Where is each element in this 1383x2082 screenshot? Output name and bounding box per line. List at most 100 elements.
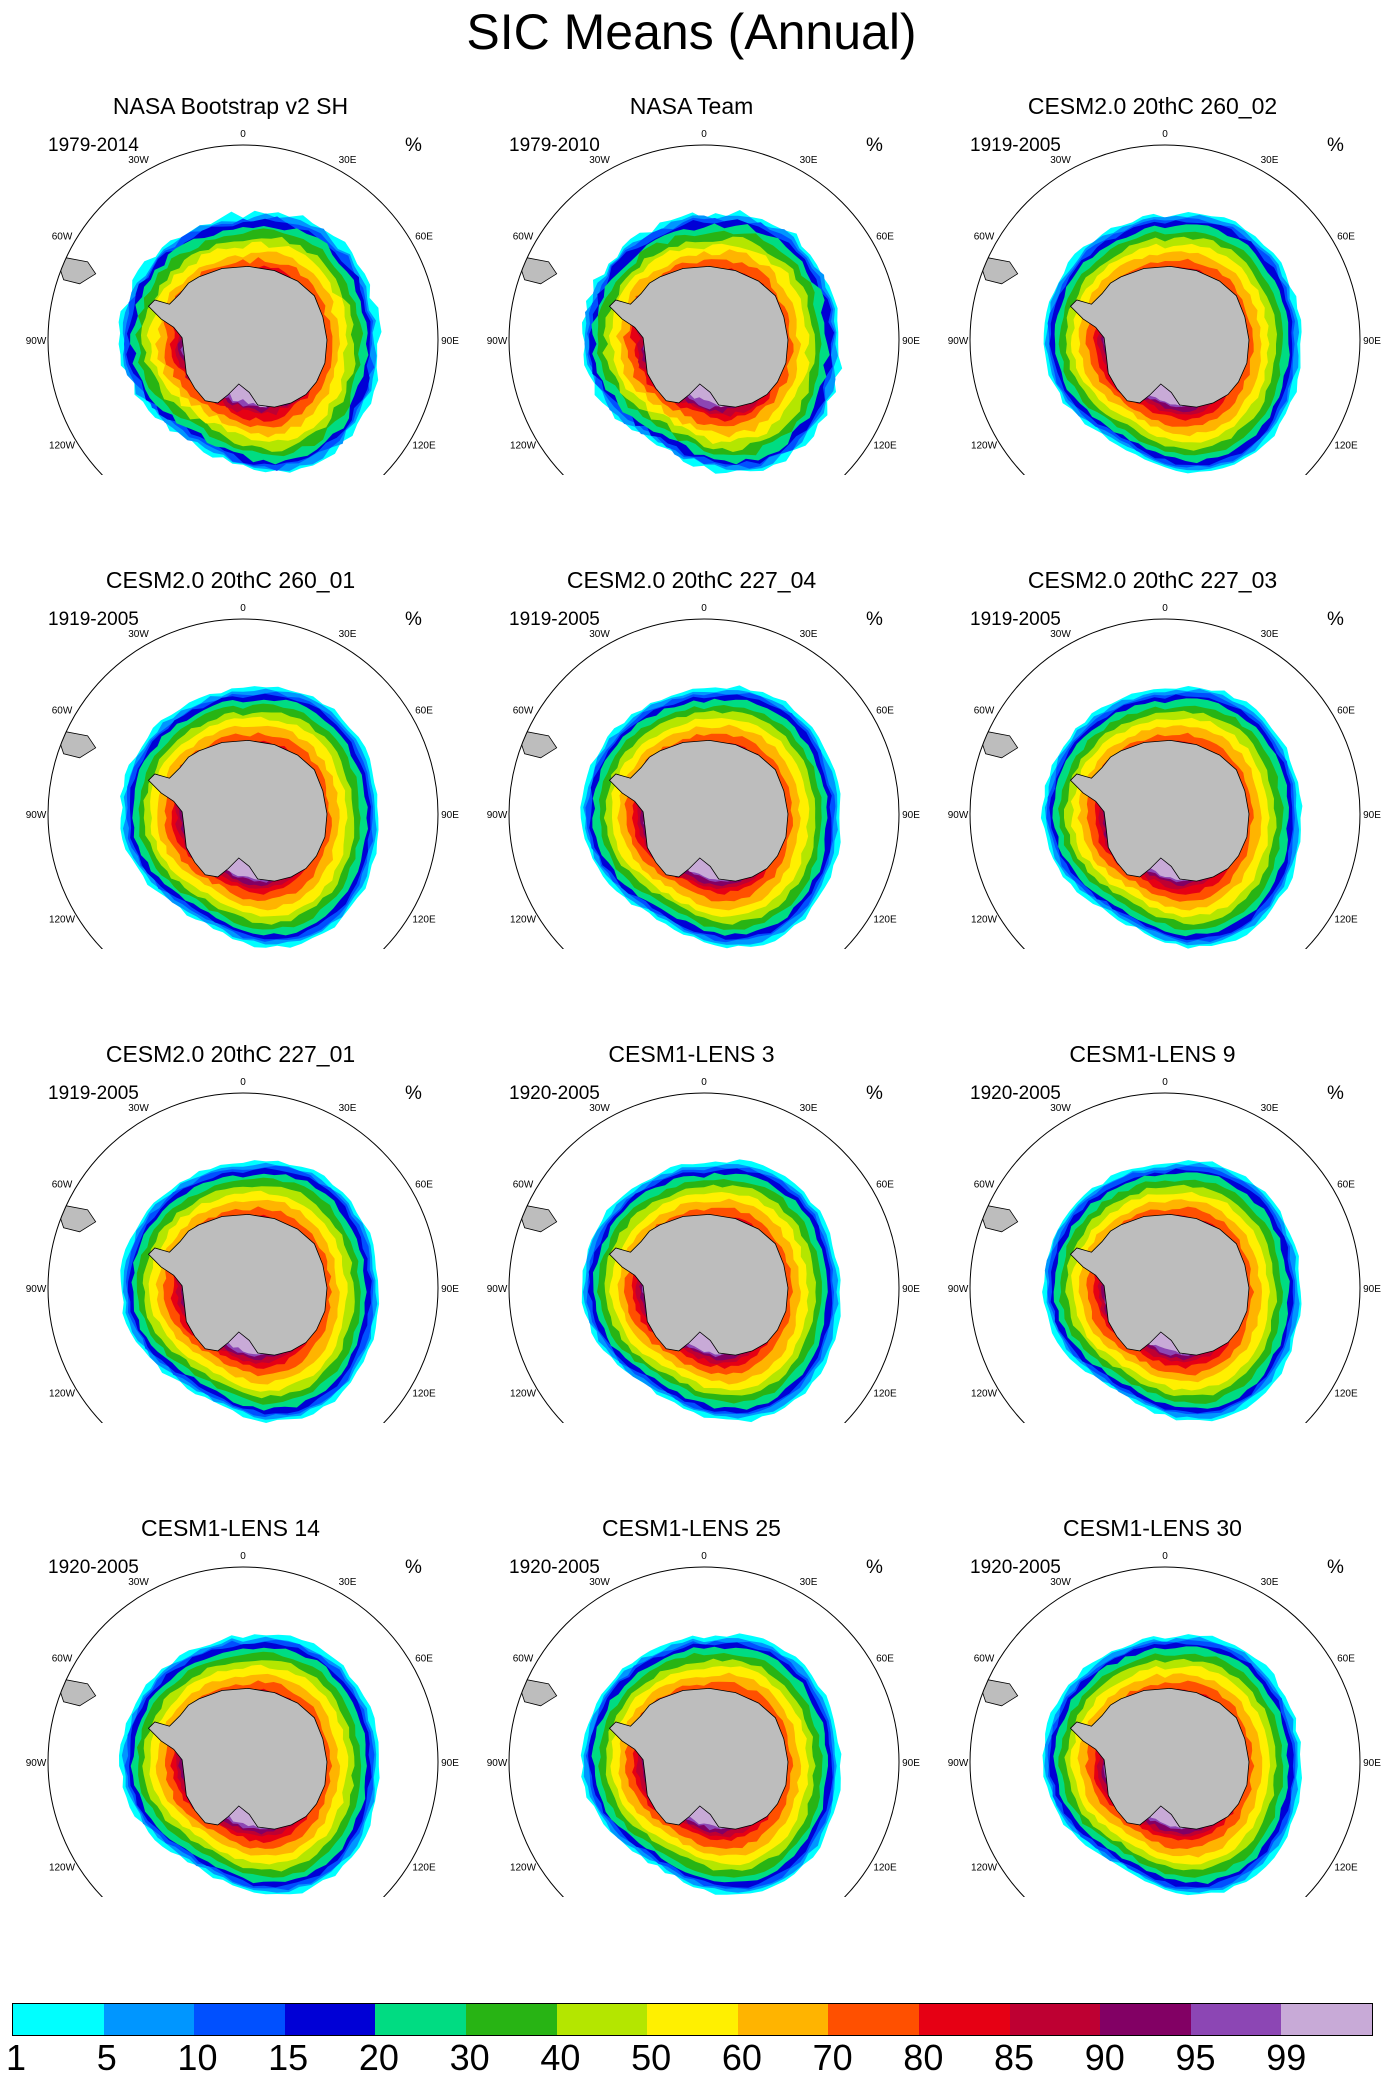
longitude-label: 90W bbox=[26, 810, 47, 821]
south-america-landmass bbox=[977, 255, 1019, 285]
panel-title: CESM2.0 20thC 227_04 bbox=[566, 567, 817, 593]
longitude-label: 30E bbox=[339, 629, 357, 640]
longitude-label: 90E bbox=[1363, 1758, 1381, 1769]
longitude-label: 30E bbox=[1261, 1103, 1279, 1114]
longitude-label: 30E bbox=[800, 1103, 818, 1114]
colorbar bbox=[12, 2003, 1373, 2036]
longitude-label: 0 bbox=[240, 603, 246, 614]
longitude-label: 60W bbox=[52, 232, 73, 243]
longitude-label: 90W bbox=[948, 336, 969, 347]
sea-ice-field bbox=[977, 686, 1303, 949]
panel-period: 1920-2005 bbox=[970, 1557, 1061, 1578]
colorbar-swatch bbox=[1100, 2004, 1191, 2035]
longitude-label: 60E bbox=[876, 232, 894, 243]
map-boundary bbox=[47, 1092, 439, 1423]
colorbar-labels: 1 5 10 15 20 30 40 50 60 70 80 85 90 95 99 bbox=[0, 2038, 1383, 2082]
panel-title: CESM2.0 20thC 227_01 bbox=[105, 1041, 356, 1067]
colorbar-level-label: 15 bbox=[268, 2037, 309, 2078]
longitude-label: 30W bbox=[589, 1577, 610, 1588]
longitude-label: 30W bbox=[589, 1103, 610, 1114]
longitude-label: 120W bbox=[49, 441, 76, 452]
longitude-label: 30E bbox=[339, 1577, 357, 1588]
south-america-landmass bbox=[977, 729, 1019, 759]
map-panel: CESM1-LENS 251920-2005%030E60E90E120E150… bbox=[461, 1422, 922, 1897]
sea-ice-field bbox=[55, 686, 379, 948]
longitude-label: 120W bbox=[971, 1389, 998, 1400]
colorbar-swatch bbox=[918, 2004, 1010, 2035]
map-boundary bbox=[508, 1566, 900, 1897]
antarctica-landmass bbox=[608, 1687, 789, 1830]
longitude-label: 120E bbox=[873, 915, 897, 926]
colorbar-swatch bbox=[1190, 2004, 1282, 2035]
antarctica-landmass bbox=[1069, 265, 1250, 408]
map-panel: CESM1-LENS 301920-2005%030E60E90E120E150… bbox=[922, 1422, 1383, 1897]
map-boundary bbox=[47, 618, 439, 949]
sea-ice-field bbox=[55, 1160, 380, 1423]
longitude-label: 60W bbox=[513, 1654, 534, 1665]
polar-map: 030E60E90E120E150E180150W120W90W60W30W bbox=[26, 603, 459, 949]
south-america-landmass bbox=[516, 729, 558, 759]
map-panel: NASA Team1979-2010%030E60E90E120E150E180… bbox=[461, 0, 922, 475]
colorbar-level-label: 20 bbox=[358, 2037, 399, 2078]
panel-title: CESM1-LENS 14 bbox=[141, 1515, 320, 1541]
longitude-label: 60E bbox=[1337, 1180, 1355, 1191]
longitude-label: 90W bbox=[487, 810, 508, 821]
longitude-label: 120W bbox=[971, 915, 998, 926]
panel-unit: % bbox=[866, 135, 883, 156]
longitude-label: 60E bbox=[876, 1654, 894, 1665]
antarctica-landmass bbox=[608, 1213, 789, 1356]
longitude-label: 120E bbox=[1334, 441, 1358, 452]
south-america-landmass bbox=[516, 255, 558, 285]
panel-period: 1920-2005 bbox=[48, 1557, 139, 1578]
longitude-label: 0 bbox=[701, 129, 707, 140]
panel-title: CESM1-LENS 3 bbox=[608, 1041, 775, 1067]
longitude-label: 120E bbox=[1334, 1863, 1358, 1874]
longitude-label: 30W bbox=[1050, 629, 1071, 640]
longitude-label: 30W bbox=[1050, 1103, 1071, 1114]
longitude-label: 60W bbox=[513, 1180, 534, 1191]
longitude-label: 60W bbox=[52, 1654, 73, 1665]
panel-unit: % bbox=[405, 1557, 422, 1578]
polar-map: 030E60E90E120E150E180150W120W90W60W30W bbox=[948, 1551, 1381, 1897]
panel-unit: % bbox=[405, 609, 422, 630]
longitude-label: 0 bbox=[701, 1551, 707, 1562]
panel-period: 1919-2005 bbox=[48, 609, 139, 630]
colorbar-level-label: 50 bbox=[631, 2037, 672, 2078]
longitude-label: 120W bbox=[49, 915, 76, 926]
longitude-label: 30W bbox=[589, 155, 610, 166]
longitude-label: 90E bbox=[902, 336, 920, 347]
map-boundary bbox=[47, 144, 439, 475]
colorbar-level-label: 30 bbox=[449, 2037, 490, 2078]
longitude-label: 0 bbox=[240, 1077, 246, 1088]
antarctica-landmass bbox=[147, 739, 328, 882]
longitude-label: 0 bbox=[240, 1551, 246, 1562]
longitude-label: 30W bbox=[128, 1577, 149, 1588]
longitude-label: 120E bbox=[412, 1863, 436, 1874]
panel-period: 1920-2005 bbox=[509, 1557, 600, 1578]
colorbar-level-label: 85 bbox=[994, 2037, 1035, 2078]
longitude-label: 90E bbox=[441, 1284, 459, 1295]
longitude-label: 90W bbox=[26, 1758, 47, 1769]
antarctica-landmass bbox=[147, 265, 328, 408]
longitude-label: 30W bbox=[1050, 155, 1071, 166]
colorbar-level-label: 1 bbox=[5, 2037, 27, 2078]
polar-map: 030E60E90E120E150E180150W120W90W60W30W bbox=[487, 1077, 920, 1423]
map-boundary bbox=[969, 1566, 1361, 1897]
longitude-label: 30E bbox=[1261, 629, 1279, 640]
panel-unit: % bbox=[866, 609, 883, 630]
map-boundary bbox=[969, 1092, 1361, 1423]
map-panel: CESM2.0 20thC 227_03 1919-2005% 0 30E 60E 90E… bbox=[922, 474, 1383, 949]
panel-title: CESM1-LENS 30 bbox=[1063, 1515, 1242, 1541]
longitude-label: 120E bbox=[412, 1389, 436, 1400]
longitude-label: 90E bbox=[902, 1284, 920, 1295]
longitude-label: 120E bbox=[412, 441, 436, 452]
longitude-label: 90E bbox=[1363, 336, 1381, 347]
panel-period: 1919-2005 bbox=[509, 609, 600, 630]
sea-ice-field bbox=[55, 210, 382, 473]
panel-period: 1919-2005 bbox=[48, 1083, 139, 1104]
longitude-label: 0 bbox=[1162, 129, 1168, 140]
colorbar-level-label: 60 bbox=[721, 2037, 762, 2078]
longitude-label: 90W bbox=[948, 810, 969, 821]
longitude-label: 60W bbox=[513, 706, 534, 717]
colorbar-level-label: 95 bbox=[1175, 2037, 1216, 2078]
